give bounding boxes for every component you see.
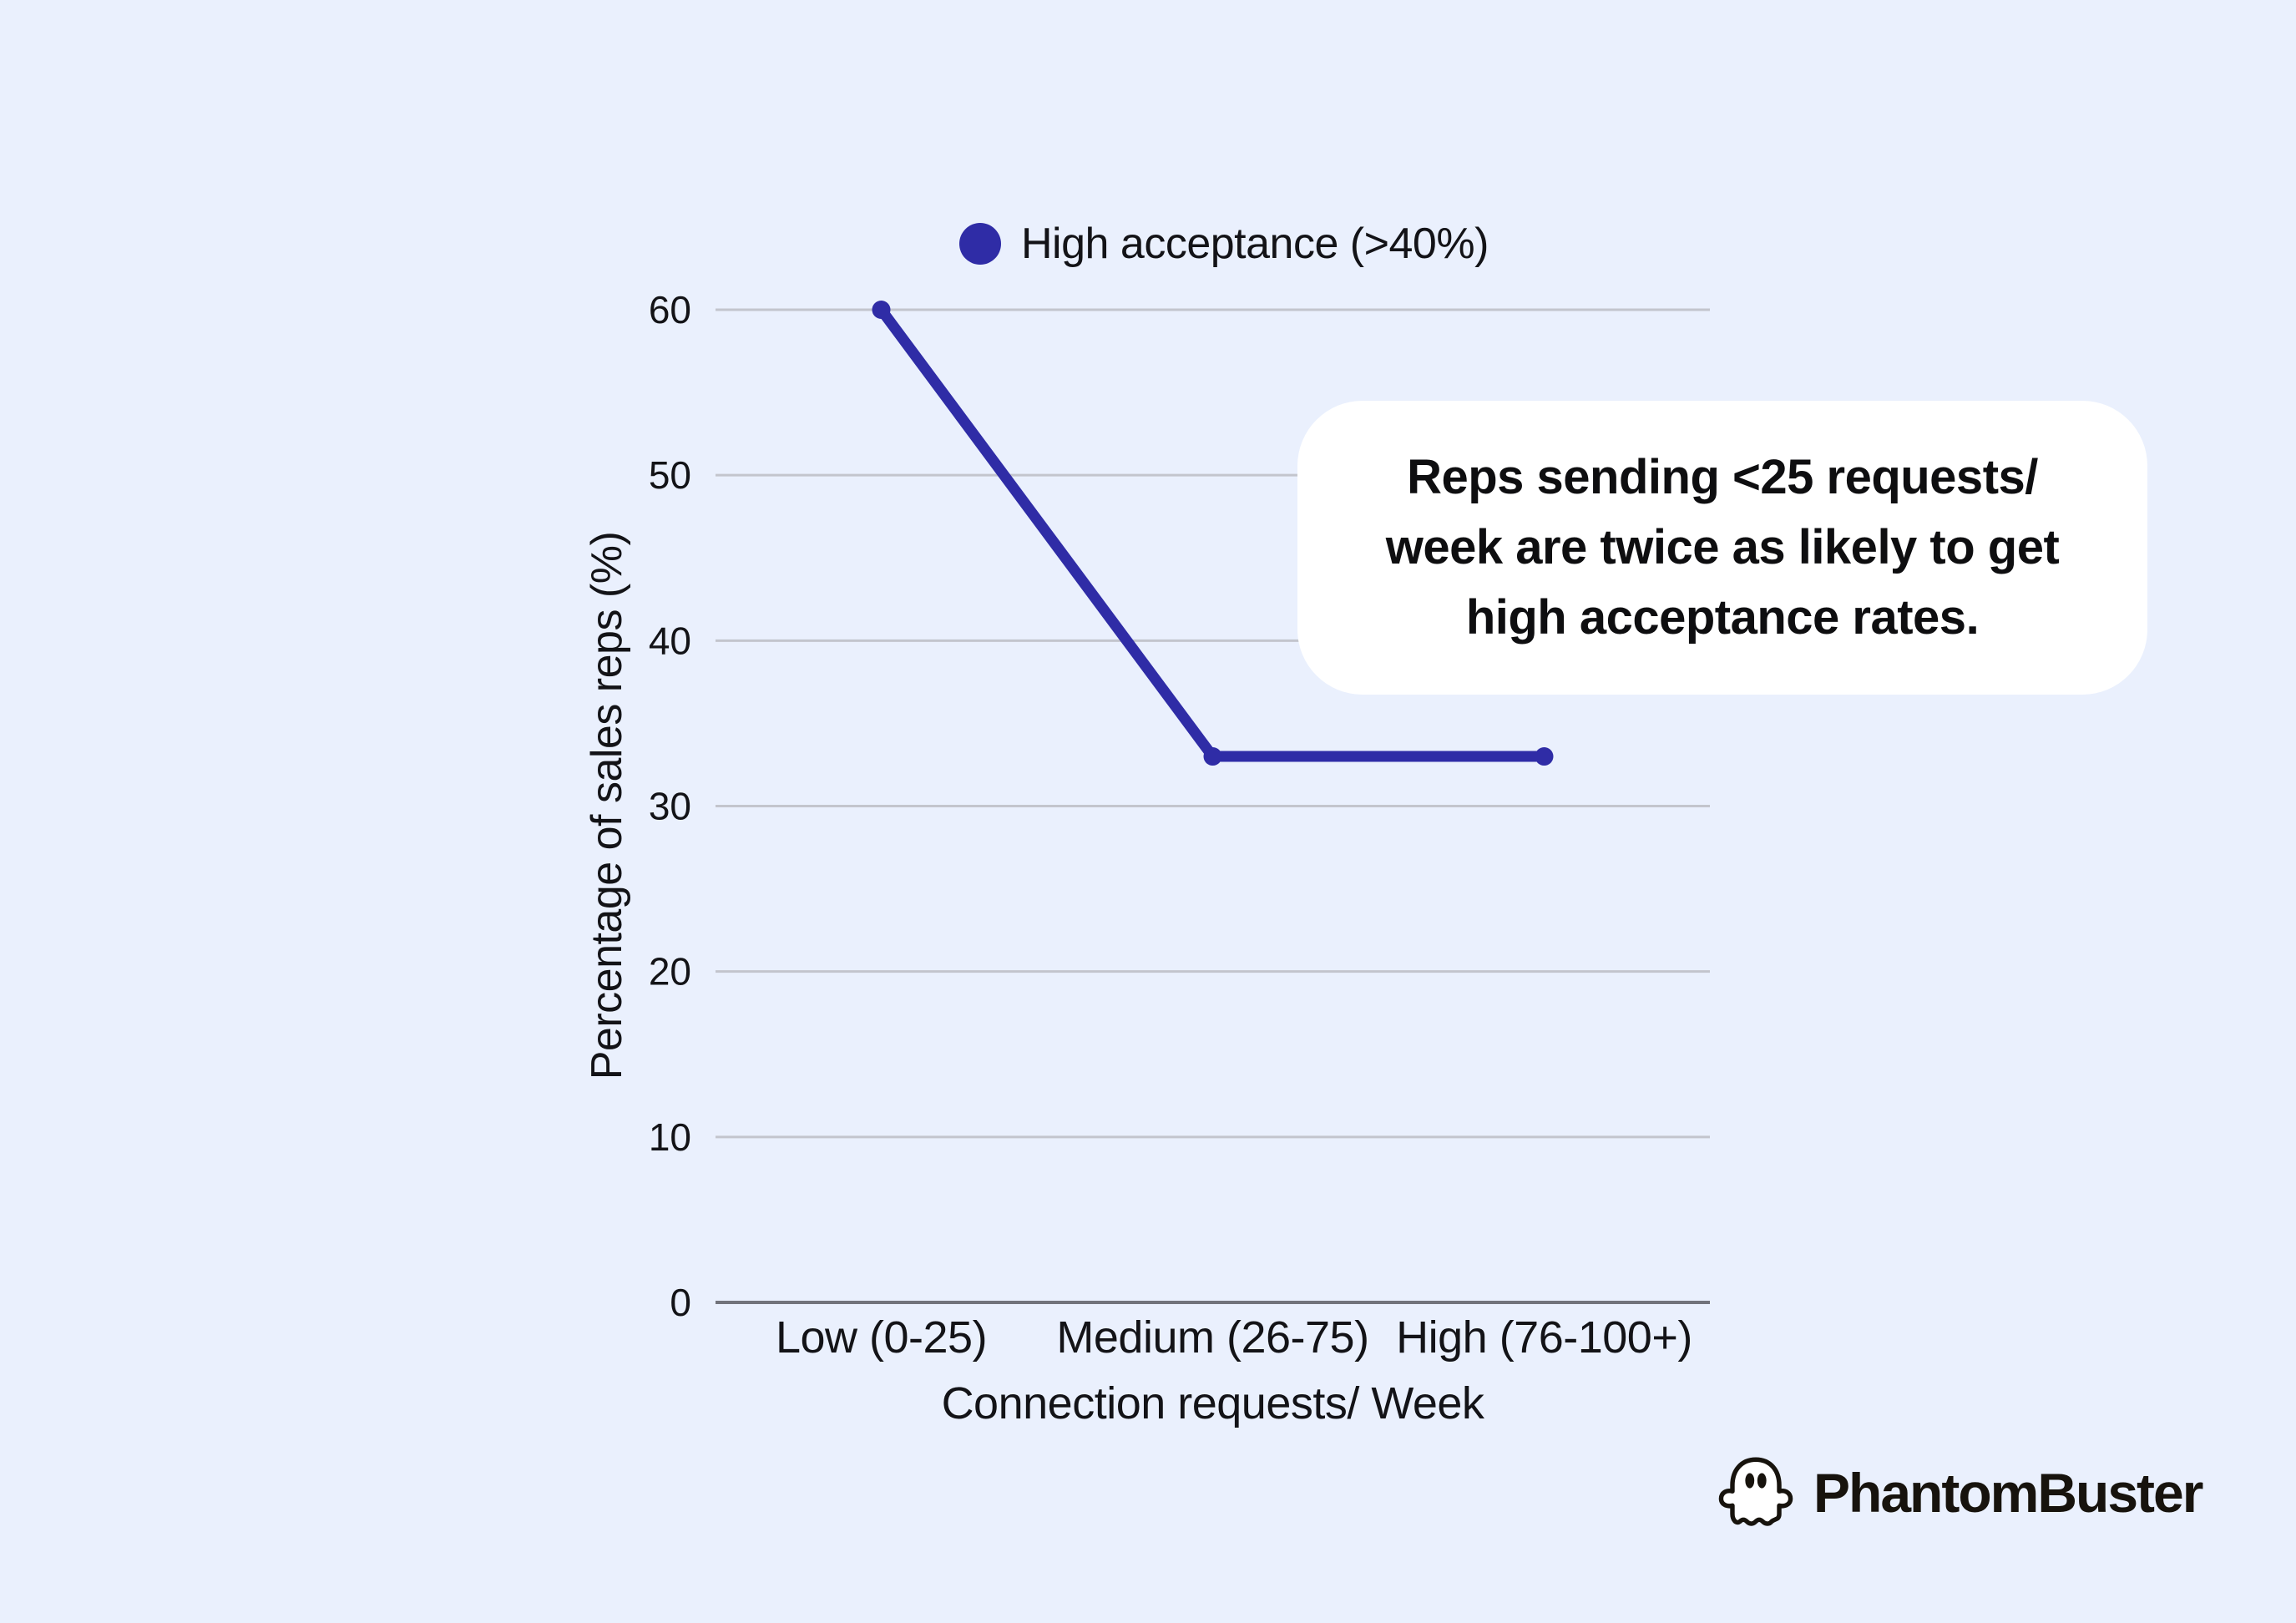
callout-line: Reps sending <25 requests/ [1407, 449, 2038, 504]
x-category-label: Low (0-25) [776, 1312, 987, 1363]
callout-box: Reps sending <25 requests/ week are twic… [1297, 401, 2147, 695]
x-category-label: Medium (26-75) [1056, 1312, 1368, 1363]
x-category-label: High (76-100+) [1396, 1312, 1692, 1363]
chart-legend: High acceptance (>40%) [959, 219, 1489, 269]
y-tick-label: 20 [649, 950, 691, 994]
data-point [1535, 747, 1554, 766]
chart-svg: 0 10 20 30 40 50 60 Low (0-25) Medium (26-75) Hig… [649, 288, 1710, 1363]
brand-name: PhantomBuster [1813, 1462, 2203, 1524]
data-point [872, 301, 891, 319]
callout-line: week are twice as likely to get [1385, 519, 2060, 574]
callout-line: high acceptance rates. [1465, 590, 1980, 645]
y-tick-label: 40 [649, 619, 691, 662]
legend-label: High acceptance (>40%) [1021, 220, 1489, 268]
ghost-icon [1718, 1457, 1793, 1526]
brand-logo: PhantomBuster [1717, 1454, 2203, 1531]
legend-marker-icon [959, 223, 1001, 265]
y-tick-label: 0 [670, 1281, 691, 1324]
y-tick-label: 60 [649, 288, 691, 331]
y-tick-label: 10 [649, 1115, 691, 1159]
data-point [1203, 747, 1222, 766]
y-tick-label: 30 [649, 785, 691, 828]
x-axis-title: Connection requests/ Week [941, 1378, 1484, 1428]
y-axis-title: Percentage of sales reps (%) [583, 531, 631, 1080]
y-tick-label: 50 [649, 453, 691, 497]
